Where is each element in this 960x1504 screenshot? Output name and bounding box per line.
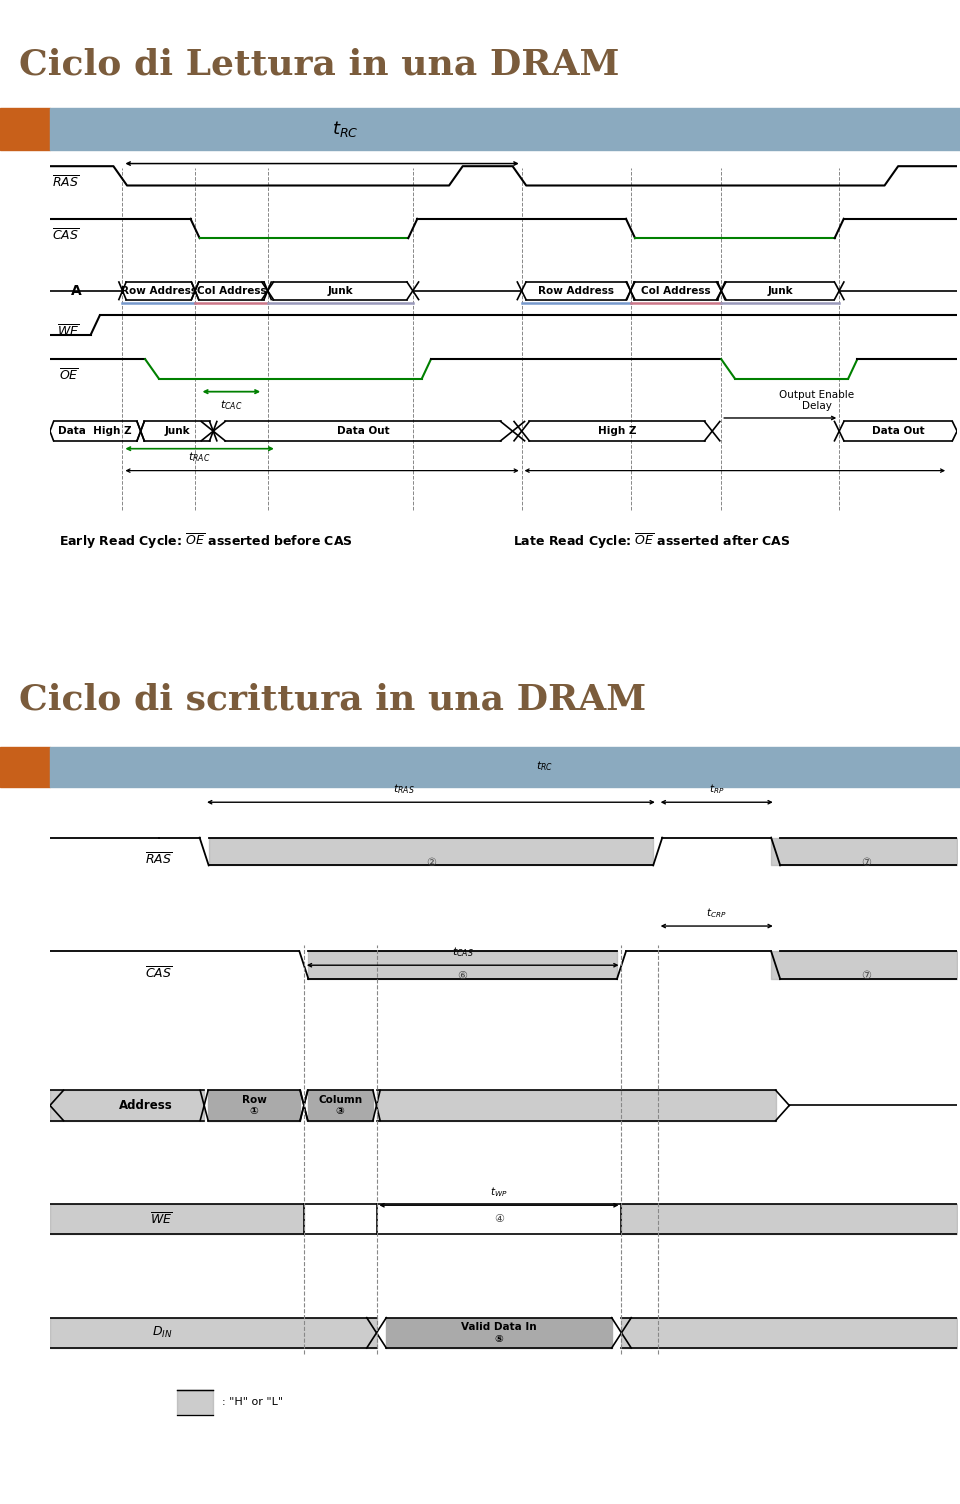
Text: Row Address: Row Address — [121, 286, 197, 296]
Text: Junk: Junk — [767, 286, 793, 296]
Text: Valid Data In
⑤: Valid Data In ⑤ — [461, 1322, 537, 1343]
Text: $\overline{WE}$: $\overline{WE}$ — [57, 323, 79, 340]
Text: $t_{RC}$: $t_{RC}$ — [536, 760, 553, 773]
Text: Col Address: Col Address — [197, 286, 266, 296]
Text: ④: ④ — [494, 1214, 504, 1224]
Bar — [0, 747, 50, 787]
Text: $t_{RAS}$: $t_{RAS}$ — [393, 782, 415, 796]
Text: $D_{IN}$: $D_{IN}$ — [152, 1325, 173, 1340]
Text: Early Read Cycle: $\overline{OE}$ asserted before CAS: Early Read Cycle: $\overline{OE}$ assert… — [59, 532, 352, 550]
Bar — [0, 108, 50, 150]
Text: : "H" or "L": : "H" or "L" — [223, 1397, 283, 1408]
Text: Address: Address — [119, 1099, 173, 1111]
Text: $\overline{OE}$: $\overline{OE}$ — [60, 368, 79, 384]
Text: Column
③: Column ③ — [318, 1095, 362, 1116]
Text: $t_{RP}$: $t_{RP}$ — [709, 782, 725, 796]
Text: $t_{CRP}$: $t_{CRP}$ — [707, 905, 727, 920]
Text: $t_{CAS}$: $t_{CAS}$ — [452, 945, 473, 960]
Text: Junk: Junk — [164, 426, 190, 436]
Text: Ciclo di scrittura in una DRAM: Ciclo di scrittura in una DRAM — [19, 683, 646, 716]
Text: Late Read Cycle: $\overline{OE}$ asserted after CAS: Late Read Cycle: $\overline{OE}$ asserte… — [513, 532, 790, 550]
Text: $t_{RC}$: $t_{RC}$ — [332, 119, 359, 140]
Text: $\overline{CAS}$: $\overline{CAS}$ — [145, 966, 173, 981]
Text: Row Address: Row Address — [539, 286, 614, 296]
Text: Row
①: Row ① — [242, 1095, 267, 1116]
Text: $t_{WP}$: $t_{WP}$ — [491, 1185, 508, 1199]
Text: Output Enable
Delay: Output Enable Delay — [779, 390, 854, 411]
Text: High Z: High Z — [598, 426, 636, 436]
Text: Data Out: Data Out — [337, 426, 389, 436]
Text: Ciclo di Lettura in una DRAM: Ciclo di Lettura in una DRAM — [19, 48, 620, 81]
Text: $\overline{WE}$: $\overline{WE}$ — [150, 1211, 173, 1227]
Text: Junk: Junk — [327, 286, 353, 296]
Text: $\overline{RAS}$: $\overline{RAS}$ — [145, 853, 173, 868]
Text: $t_{RAC}$: $t_{RAC}$ — [188, 451, 211, 465]
Text: ②: ② — [426, 857, 436, 868]
Text: $\overline{RAS}$: $\overline{RAS}$ — [52, 174, 79, 191]
Text: Data Out: Data Out — [872, 426, 924, 436]
Text: ⑥: ⑥ — [458, 972, 468, 981]
Text: ⑦: ⑦ — [861, 857, 872, 868]
Text: A: A — [71, 284, 82, 298]
Text: Data  High Z: Data High Z — [59, 426, 132, 436]
Text: ⑦: ⑦ — [861, 972, 872, 981]
Text: $\overline{CAS}$: $\overline{CAS}$ — [52, 227, 79, 244]
Text: Col Address: Col Address — [641, 286, 710, 296]
Text: $t_{CAC}$: $t_{CAC}$ — [220, 399, 243, 412]
